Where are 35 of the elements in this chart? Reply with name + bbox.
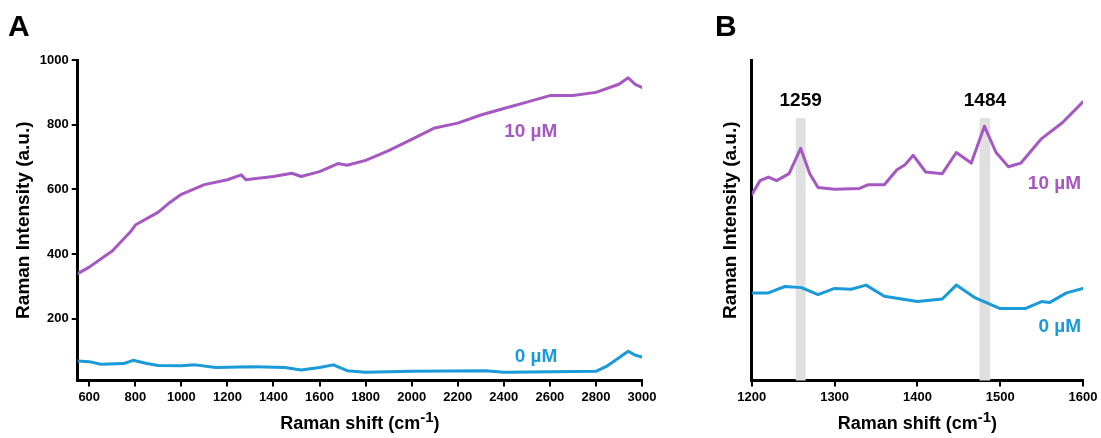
x-tick-label: 1000 [166, 388, 196, 404]
series-label: 0 µM [1038, 315, 1081, 337]
x-tick-label: 1500 [985, 388, 1015, 404]
series-label: 10 µM [504, 119, 558, 141]
x-tick-label: 600 [78, 388, 101, 404]
x-tick-label: 1600 [1068, 388, 1098, 404]
y-tick-label: 200 [47, 310, 69, 326]
x-tick-label: 1600 [305, 388, 335, 404]
x-tick-label: 800 [124, 388, 147, 404]
y-tick-label: 600 [47, 181, 69, 197]
y-tick-label: 1000 [39, 51, 69, 67]
x-tick-label: 1200 [212, 388, 242, 404]
series-label: 10 µM [1027, 172, 1081, 194]
x-tick-label: 1400 [259, 388, 288, 404]
x-tick-label: 2800 [581, 388, 611, 404]
x-tick-label: 3000 [627, 388, 657, 404]
x-axis-title: Raman shift (cm$^{-1}$) [280, 408, 440, 434]
series-label: 0 µM [514, 344, 558, 366]
x-tick-label: 1800 [351, 388, 381, 404]
y-tick-label: 800 [47, 116, 69, 132]
x-tick-label: 1300 [820, 388, 850, 404]
band-label: 1484 [963, 88, 1007, 110]
chart-title: B [715, 9, 737, 43]
x-tick-label: 2400 [489, 388, 519, 404]
y-axis-title: Raman Intensity (a.u.) [718, 121, 740, 319]
x-tick-label: 2600 [535, 388, 565, 404]
x-tick-label: 2000 [397, 388, 427, 404]
y-tick-label: 400 [47, 245, 69, 261]
chart-title: A [8, 9, 30, 43]
y-axis-title: Raman Intensity (a.u.) [11, 121, 33, 319]
x-tick-label: 1400 [902, 388, 932, 404]
x-tick-label: 1200 [737, 388, 767, 404]
band-label: 1259 [779, 88, 822, 110]
x-axis-title: Raman shift (cm$^{-1}$) [837, 408, 998, 434]
x-tick-label: 2200 [443, 388, 473, 404]
